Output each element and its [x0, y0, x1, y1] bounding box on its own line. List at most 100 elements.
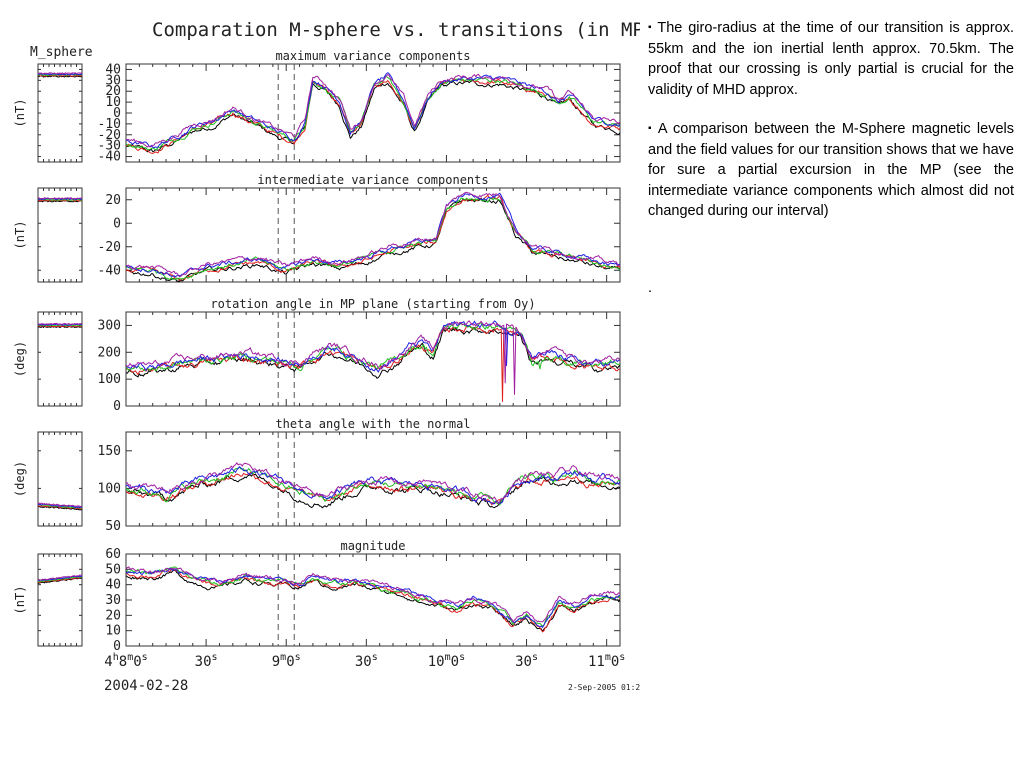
y-tick-label: 0	[113, 399, 121, 414]
series-line	[126, 566, 620, 624]
x-tick-unit: m	[605, 652, 611, 663]
y-tick-label: 60	[105, 547, 121, 562]
x-tick-value: 0	[133, 654, 141, 670]
x-tick-value: 0	[451, 654, 459, 670]
date-label: 2004-02-28	[104, 678, 188, 694]
x-tick-label: 30s	[355, 652, 378, 670]
chart-title: Comparation M-sphere vs. transitions (in…	[152, 19, 640, 41]
panel-frame	[125, 431, 621, 527]
x-tick-label: 11m0s	[588, 652, 625, 670]
x-tick-label: 4h8m0s	[104, 652, 147, 670]
reference-frame	[37, 63, 83, 163]
x-tick-unit: m	[445, 652, 451, 663]
x-tick-value: 0	[611, 654, 619, 670]
series-line	[126, 465, 620, 505]
panel-frame	[125, 63, 621, 163]
y-tick-label: 30	[105, 73, 121, 88]
series-line	[126, 79, 620, 153]
timestamp-stamp: 2-Sep-2005 01:22	[568, 683, 640, 692]
x-tick-unit: m	[127, 652, 133, 663]
x-tick-unit: h	[113, 652, 119, 663]
reference-series-line	[37, 74, 83, 77]
reference-series-line	[37, 72, 83, 75]
panel-title: intermediate variance components	[257, 173, 488, 187]
series-line	[126, 566, 620, 627]
note-text-2-end: )	[823, 203, 829, 219]
reference-series-line	[37, 574, 83, 581]
x-tick-unit: s	[459, 652, 465, 663]
time-axis: 4h8m0s 30s 9m0s 30s 10m0s 30s 11m0s	[104, 652, 625, 670]
y-tick-label: 50	[105, 562, 121, 577]
series-line	[126, 78, 620, 155]
note-text-2: A comparison between the M-Sphere magnet…	[648, 121, 1015, 219]
y-tick-label: -10	[98, 117, 121, 132]
x-tick-label: 9m0s	[272, 652, 301, 670]
y-tick-label: 150	[98, 444, 121, 459]
panel-unit-label: (nT)	[13, 586, 27, 615]
panel-unit-label: (deg)	[13, 341, 27, 377]
note-paragraph-1: ▪ The giro-radius at the time of our tran…	[648, 18, 1014, 100]
y-tick-label: 100	[98, 372, 121, 387]
x-tick-label: 30s	[515, 652, 538, 670]
reference-series-line	[37, 198, 82, 201]
reference-label: M_sphere	[30, 45, 93, 60]
series-line	[126, 324, 620, 402]
panel-title: magnitude	[340, 539, 405, 553]
panel-3: theta angle with the normal (deg) 50 100 150	[13, 417, 621, 534]
series-line	[126, 73, 620, 148]
note-paragraph-2: ▪ A comparison between the M-Sphere magne…	[648, 119, 1014, 222]
y-tick-label: 20	[105, 608, 121, 623]
y-tick-label: 300	[98, 318, 121, 333]
y-tick-label: -40	[98, 150, 121, 165]
note-text-3: .	[648, 279, 653, 296]
x-tick-value: 11	[588, 654, 605, 670]
panel-1: intermediate variance components (nT) -40 -…	[13, 173, 621, 283]
bullet-icon: ▪	[648, 22, 654, 33]
x-tick-value: 4	[104, 654, 112, 670]
y-tick-label: -30	[98, 139, 121, 154]
panel-unit-label: (deg)	[13, 461, 27, 497]
reference-frame	[37, 431, 83, 527]
panel-title: maximum variance components	[275, 49, 470, 63]
y-tick-label: -20	[98, 240, 121, 255]
note-text-1: The giro-radius at the time of our trans…	[648, 20, 1015, 98]
y-tick-label: 30	[105, 593, 121, 608]
panel-frame	[125, 553, 621, 647]
y-tick-label: 10	[105, 624, 121, 639]
x-tick-value: 0	[286, 654, 294, 670]
x-tick-value: 10	[428, 654, 445, 670]
panel-frame	[125, 187, 621, 283]
series-line	[126, 194, 620, 281]
x-tick-label: 30s	[195, 652, 218, 670]
x-tick-label: 10m0s	[428, 652, 465, 670]
y-tick-label: -20	[98, 128, 121, 143]
reference-series-line	[37, 322, 82, 326]
y-tick-label: 40	[105, 578, 121, 593]
series-line	[126, 471, 620, 506]
series-line	[126, 466, 620, 507]
x-tick-value: 30	[355, 654, 372, 670]
y-tick-label: 200	[98, 345, 121, 360]
y-tick-label: 50	[105, 519, 121, 534]
series-line	[126, 192, 620, 278]
panel-title: rotation angle in MP plane (starting fro…	[210, 297, 535, 311]
bullet-icon: ▪	[648, 123, 654, 134]
series-line	[126, 197, 620, 280]
series-line	[126, 191, 620, 278]
x-tick-unit: s	[295, 652, 301, 663]
reference-series-line	[37, 502, 83, 508]
panel-unit-label: (nT)	[13, 221, 27, 250]
note-paragraph-3: .	[648, 278, 1014, 299]
series-line	[126, 569, 620, 633]
y-tick-label: 10	[105, 95, 121, 110]
y-tick-label: 0	[113, 106, 121, 121]
series-line	[126, 568, 620, 633]
series-line	[126, 72, 620, 149]
x-tick-unit: s	[619, 652, 625, 663]
series-line	[126, 320, 620, 373]
reference-series-line	[37, 72, 83, 76]
panel-2: rotation angle in MP plane (starting fro…	[13, 297, 621, 414]
reference-frame	[37, 553, 83, 647]
figure: Comparation M-sphere vs. transitions (in…	[13, 19, 640, 694]
x-tick-value: 30	[515, 654, 532, 670]
